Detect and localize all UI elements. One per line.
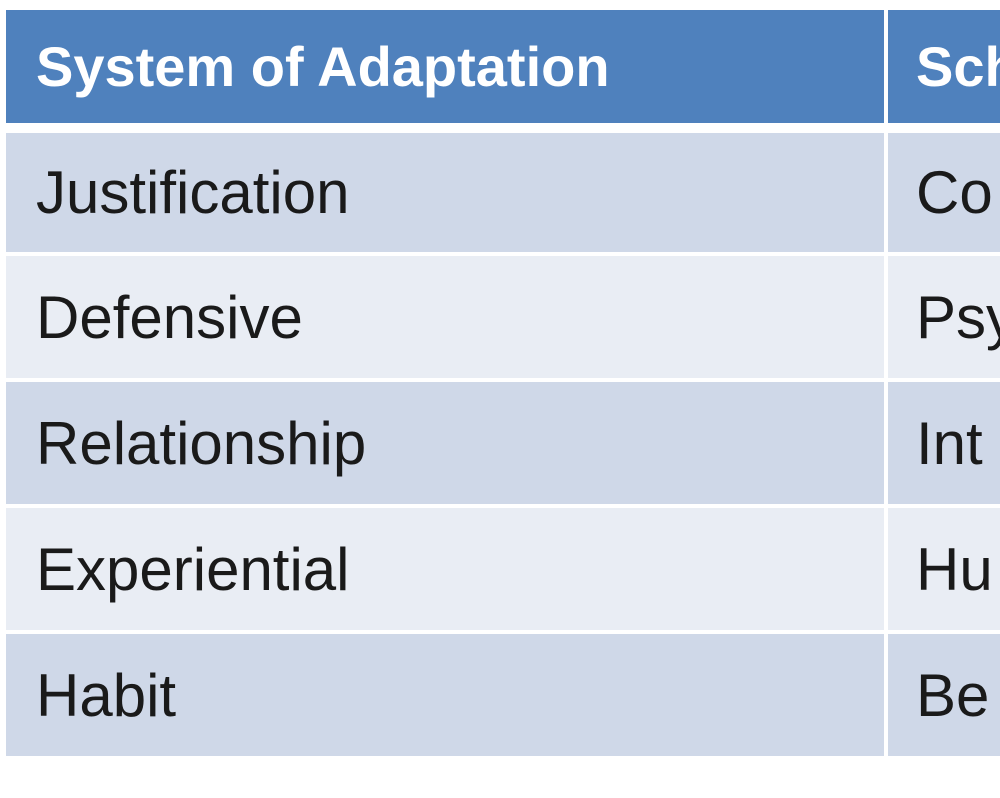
school-cell: Psy: [886, 254, 1000, 382]
system-cell: Relationship: [6, 380, 888, 508]
column-header-school: Sch: [886, 10, 1000, 133]
system-cell: Habit: [6, 632, 888, 760]
system-cell: Justification: [6, 128, 888, 256]
school-cell: Co: [886, 128, 1000, 256]
adaptation-table: System of Adaptation Sch Justification C…: [6, 10, 1000, 760]
system-cell: Experiential: [6, 506, 888, 634]
adaptation-table-container: System of Adaptation Sch Justification C…: [6, 10, 1000, 760]
column-header-system: System of Adaptation: [6, 10, 888, 133]
table-row: Justification Co: [6, 128, 1000, 256]
table-row: Relationship Int: [6, 380, 1000, 508]
table-row: Defensive Psy: [6, 254, 1000, 382]
table-header-row: System of Adaptation Sch: [6, 10, 1000, 133]
table-row: Habit Be: [6, 632, 1000, 760]
school-cell: Hu: [886, 506, 1000, 634]
system-cell: Defensive: [6, 254, 888, 382]
table-row: Experiential Hu: [6, 506, 1000, 634]
school-cell: Be: [886, 632, 1000, 760]
school-cell: Int: [886, 380, 1000, 508]
